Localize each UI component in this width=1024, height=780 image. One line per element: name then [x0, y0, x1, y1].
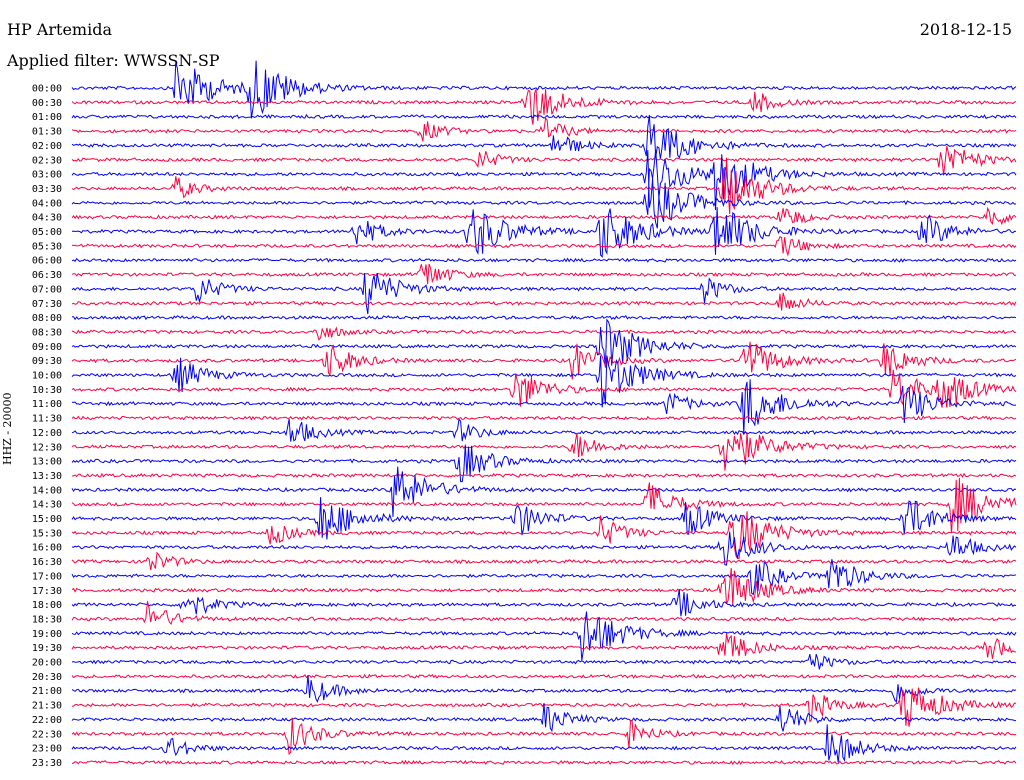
trace-line: [71, 257, 1017, 263]
trace-line: [71, 559, 1017, 596]
trace-line: [71, 551, 1017, 571]
row-time-label: 04:00: [32, 198, 62, 209]
trace-line: [71, 157, 1017, 215]
trace-line: [71, 759, 1017, 766]
date-label: 2018-12-15: [919, 20, 1012, 39]
trace-line: [71, 497, 1017, 540]
row-time-label: 00:30: [32, 98, 62, 109]
trace-line: [71, 326, 1017, 341]
trace-line: [71, 206, 1017, 226]
row-time-label: 16:00: [32, 543, 62, 554]
trace-line: [71, 292, 1017, 311]
trace-line: [71, 724, 1017, 763]
row-time-label: 01:30: [32, 127, 62, 138]
row-time-label: 22:30: [32, 729, 62, 740]
trace-line: [71, 601, 1017, 626]
trace-line: [71, 263, 1017, 285]
row-time-label: 21:30: [32, 701, 62, 712]
row-time-label: 17:30: [32, 586, 62, 597]
trace-line: [71, 653, 1017, 670]
row-time-label: 18:30: [32, 614, 62, 625]
row-time-label: 14:00: [32, 485, 62, 496]
row-time-label: 19:00: [32, 629, 62, 640]
trace-line: [71, 114, 1017, 159]
trace-line: [72, 315, 1017, 321]
trace-line: [71, 318, 1017, 368]
row-time-label: 09:30: [32, 356, 62, 367]
row-time-label: 18:00: [32, 600, 62, 611]
row-time-label: 13:00: [32, 457, 62, 468]
trace-line: [71, 511, 1017, 560]
row-time-label: 07:00: [32, 284, 62, 295]
row-time-label: 08:30: [32, 327, 62, 338]
trace-line: [71, 272, 1017, 315]
trace-line: [71, 113, 1017, 120]
row-time-label: 04:30: [32, 213, 62, 224]
trace-line: [71, 236, 1017, 257]
row-time-label: 15:00: [32, 514, 62, 525]
trace-line: [71, 675, 1017, 704]
row-time-label: 23:00: [32, 744, 62, 755]
trace-line: [71, 466, 1017, 517]
row-time-label: 11:00: [32, 399, 62, 410]
trace-line: [71, 477, 1017, 534]
row-time-label: 20:30: [32, 672, 62, 683]
trace-line: [71, 431, 1017, 471]
trace-line: [71, 207, 1017, 258]
trace-line: [71, 717, 1017, 755]
trace-line: [71, 379, 1017, 435]
row-time-label: 09:00: [32, 342, 62, 353]
trace-line: [71, 355, 1017, 408]
row-time-label: 21:00: [32, 686, 62, 697]
trace-line: [71, 611, 1017, 661]
row-time-label: 12:00: [32, 428, 62, 439]
filter-label: Applied filter: WWSSN-SP: [7, 51, 220, 70]
trace-line: [71, 444, 1017, 483]
trace-line: [71, 633, 1017, 659]
trace-line: [71, 145, 1017, 176]
trace-line: [71, 472, 1017, 479]
row-time-label: 06:30: [32, 270, 62, 281]
row-time-label: 19:30: [32, 643, 62, 654]
trace-line: [71, 167, 1016, 229]
row-time-label: 01:00: [32, 112, 62, 123]
trace-line: [71, 567, 1017, 606]
trace-line: [71, 702, 1017, 733]
row-time-label: 12:30: [32, 442, 62, 453]
row-time-label: 10:30: [32, 385, 62, 396]
row-time-label: 02:30: [32, 155, 62, 166]
row-time-label: 07:30: [32, 299, 62, 310]
row-time-label: 10:00: [32, 371, 62, 382]
row-time-label: 03:00: [32, 170, 62, 181]
trace-line: [71, 418, 1017, 442]
trace-line: [71, 415, 1017, 421]
row-time-label: 11:30: [32, 414, 62, 425]
row-time-label: 06:00: [32, 256, 62, 267]
trace-line: [71, 531, 1017, 566]
row-time-label: 17:00: [32, 571, 62, 582]
row-time-label: 08:00: [32, 313, 62, 324]
trace-line: [71, 89, 1017, 125]
station-title: HP Artemida: [7, 20, 112, 39]
trace-line: [71, 60, 1017, 119]
row-time-label: 03:30: [32, 184, 62, 195]
row-time-label: 13:30: [32, 471, 62, 482]
row-time-label: 16:30: [32, 557, 62, 568]
row-time-label: 23:30: [32, 758, 62, 769]
trace-line: [71, 149, 1017, 211]
row-time-label: 14:30: [32, 500, 62, 511]
row-time-label: 22:00: [32, 715, 62, 726]
row-time-label: 20:00: [32, 658, 62, 669]
row-time-label: 00:00: [32, 84, 62, 95]
row-time-label: 05:00: [32, 227, 62, 238]
row-time-label: 05:30: [32, 241, 62, 252]
trace-line: [71, 369, 1017, 408]
trace-line: [71, 117, 1017, 142]
trace-line: [71, 589, 1017, 617]
row-time-label: 02:00: [32, 141, 62, 152]
trace-line: [71, 673, 1017, 679]
row-time-label: 15:30: [32, 528, 62, 539]
trace-line: [71, 341, 1017, 380]
